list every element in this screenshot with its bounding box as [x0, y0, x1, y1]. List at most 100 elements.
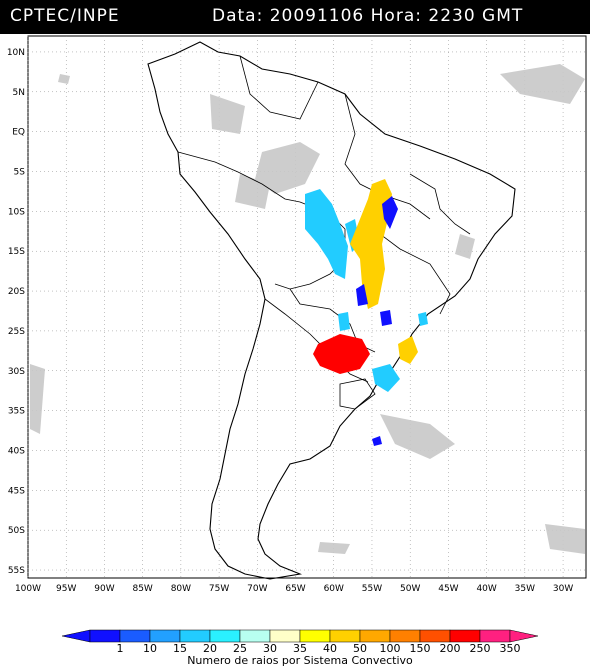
legend-swatch	[89, 629, 121, 643]
cloud-cover	[30, 64, 585, 554]
title-bar: CPTEC/INPE Data: 20091106 Hora: 2230 GMT	[0, 0, 590, 34]
legend-color-bar	[61, 629, 539, 643]
cell-blue-atlantic	[372, 436, 382, 446]
border-uruguay	[339, 378, 376, 410]
legend-tick: 200	[440, 642, 461, 655]
lat-label: 40S	[8, 446, 25, 456]
longitude-labels: 100W 95W 90W 85W 80W 75W 70W 65W 60W 55W 50W 45W 40W…	[15, 584, 573, 594]
lon-label: 45W	[438, 584, 458, 594]
cloud-atlantic-far	[545, 524, 585, 554]
cloud-northeast	[455, 234, 475, 259]
legend-tick-labels: 1 10 15 20 25 30 35 40 50 100 150 200 250 350	[117, 642, 521, 655]
legend-tick: 30	[263, 642, 277, 655]
lon-label: 70W	[247, 584, 267, 594]
lat-label: 55S	[8, 566, 25, 576]
lat-label: 30S	[8, 367, 25, 377]
lon-label: 85W	[132, 584, 152, 594]
cloud-pacific-n	[58, 74, 70, 84]
legend-swatch	[299, 629, 331, 643]
legend-swatch	[149, 629, 181, 643]
cell-cyan-large	[305, 189, 348, 279]
lat-label: 35S	[8, 407, 25, 417]
legend-swatch	[329, 629, 361, 643]
cell-red-severe	[313, 334, 370, 374]
cloud-colombia	[210, 94, 245, 134]
lightning-map: 10N5NEQ5S10S15S20S25S30S35S40S45S50S55S …	[7, 35, 587, 594]
lon-label: 100W	[15, 584, 41, 594]
datetime-label: Data: 20091106 Hora: 2230 GMT	[212, 6, 524, 26]
lat-label: 5N	[13, 88, 25, 98]
lon-label: 30W	[553, 584, 573, 594]
legend-arrow-right	[509, 629, 539, 643]
cloud-atlantic-n	[500, 64, 585, 104]
lat-label: 25S	[8, 327, 25, 337]
border-colombia-peru	[177, 151, 301, 203]
legend-tick: 35	[293, 642, 307, 655]
lon-label: 40W	[476, 584, 496, 594]
legend-arrow-left	[61, 629, 91, 643]
cell-blue-north	[382, 196, 398, 229]
cell-blue-south	[380, 310, 392, 326]
convective-systems	[305, 179, 428, 446]
border-venezuela	[239, 55, 319, 120]
cell-cyan-south	[372, 364, 400, 392]
lon-label: 75W	[209, 584, 229, 594]
lat-label: 20S	[8, 287, 25, 297]
lat-label: 10S	[8, 207, 25, 217]
border-brazil-north	[344, 93, 431, 220]
border-brazil-states	[409, 173, 471, 235]
legend-swatch	[479, 629, 511, 643]
cell-blue-mid	[356, 284, 368, 306]
lat-label: 10N	[7, 48, 25, 58]
legend-tick: 15	[173, 642, 187, 655]
legend-tick: 350	[500, 642, 521, 655]
legend-swatch	[389, 629, 421, 643]
cell-orange-north	[350, 179, 392, 309]
legend-tick: 50	[353, 642, 367, 655]
map-frame	[27, 35, 587, 579]
lon-label: 80W	[171, 584, 191, 594]
cloud-pacific-w	[30, 364, 45, 434]
legend-tick: 100	[380, 642, 401, 655]
source-label: CPTEC/INPE	[10, 6, 120, 26]
legend-swatch	[239, 629, 271, 643]
lat-label: 50S	[8, 526, 25, 536]
legend-tick: 250	[470, 642, 491, 655]
legend-swatch	[269, 629, 301, 643]
legend-swatch	[419, 629, 451, 643]
lon-label: 65W	[285, 584, 305, 594]
legend-swatch	[209, 629, 241, 643]
cloud-patagonia	[318, 542, 350, 554]
legend-tick: 150	[410, 642, 431, 655]
cell-cyan-mid	[338, 312, 350, 331]
legend-swatch	[359, 629, 391, 643]
legend: 1 10 15 20 25 30 35 40 50 100 150 200 250 350 Numero …	[61, 629, 539, 667]
lon-label: 60W	[324, 584, 344, 594]
legend-tick: 20	[203, 642, 217, 655]
lat-label: 45S	[8, 486, 25, 496]
cloud-amazon	[255, 142, 320, 194]
legend-tick: 1	[117, 642, 124, 655]
legend-swatch	[449, 629, 481, 643]
lat-label: 5S	[14, 168, 26, 178]
latitude-labels: 10N 5N EQ 5S 10S 15S 20S 25S 30S 35S 40S 45S 50S 55S	[7, 48, 25, 576]
lon-label: 90W	[94, 584, 114, 594]
cloud-peru	[235, 174, 270, 209]
lat-lon-grid	[27, 36, 586, 578]
lon-label: 95W	[56, 584, 76, 594]
legend-tick: 25	[233, 642, 247, 655]
legend-tick: 10	[143, 642, 157, 655]
border-brazil-states-2	[379, 233, 451, 315]
cloud-atlantic-south	[380, 414, 455, 459]
lon-label: 50W	[400, 584, 420, 594]
legend-caption: Numero de raios por Sistema Convectivo	[187, 654, 413, 667]
cell-orange-south	[398, 336, 418, 364]
lat-label: EQ	[12, 128, 25, 138]
lon-label: 35W	[515, 584, 535, 594]
legend-swatch	[119, 629, 151, 643]
legend-tick: 40	[323, 642, 337, 655]
south-america-outline	[147, 41, 516, 580]
cell-cyan-coast	[418, 312, 428, 326]
lon-label: 55W	[362, 584, 382, 594]
lat-label: 15S	[8, 247, 25, 257]
